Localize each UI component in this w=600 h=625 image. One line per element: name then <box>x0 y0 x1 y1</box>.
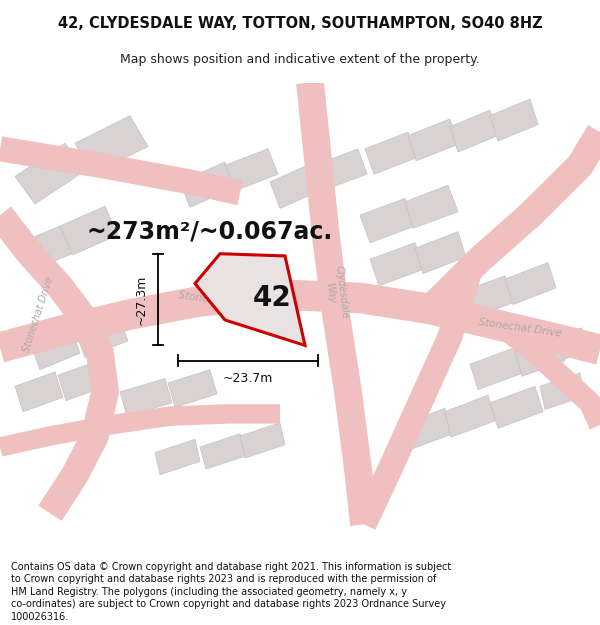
Text: Clydesdale
Way: Clydesdale Way <box>322 264 350 321</box>
Text: HM Land Registry. The polygons (including the associated geometry, namely x, y: HM Land Registry. The polygons (includin… <box>11 586 407 596</box>
Polygon shape <box>400 408 453 451</box>
Polygon shape <box>168 370 217 408</box>
Polygon shape <box>75 116 148 173</box>
Polygon shape <box>365 132 417 174</box>
Polygon shape <box>490 99 538 141</box>
Polygon shape <box>120 379 172 416</box>
Text: ~23.7m: ~23.7m <box>223 372 273 385</box>
Polygon shape <box>405 185 458 228</box>
Polygon shape <box>270 162 325 208</box>
Polygon shape <box>490 386 543 428</box>
Polygon shape <box>240 422 285 458</box>
Polygon shape <box>180 162 235 208</box>
Polygon shape <box>155 439 200 474</box>
Polygon shape <box>445 395 496 437</box>
Polygon shape <box>460 276 514 319</box>
Polygon shape <box>58 361 106 401</box>
Polygon shape <box>315 149 367 191</box>
Text: ~27.3m: ~27.3m <box>135 274 148 325</box>
Polygon shape <box>225 149 278 191</box>
Polygon shape <box>360 199 415 242</box>
Polygon shape <box>20 226 72 270</box>
Text: Stonechat Drive: Stonechat Drive <box>478 317 562 339</box>
Text: Stonechat Drive: Stonechat Drive <box>178 291 262 312</box>
Polygon shape <box>370 242 424 286</box>
Polygon shape <box>540 373 585 409</box>
Text: Map shows position and indicative extent of the property.: Map shows position and indicative extent… <box>120 53 480 66</box>
Text: Contains OS data © Crown copyright and database right 2021. This information is : Contains OS data © Crown copyright and d… <box>11 561 451 571</box>
Polygon shape <box>200 434 246 469</box>
Text: ~273m²/~0.067ac.: ~273m²/~0.067ac. <box>87 219 333 244</box>
Polygon shape <box>505 262 556 304</box>
Polygon shape <box>450 110 498 152</box>
Polygon shape <box>15 372 63 412</box>
Text: 42, CLYDESDALE WAY, TOTTON, SOUTHAMPTON, SO40 8HZ: 42, CLYDESDALE WAY, TOTTON, SOUTHAMPTON,… <box>58 16 542 31</box>
Polygon shape <box>408 119 458 161</box>
Text: to Crown copyright and database rights 2023 and is reproduced with the permissio: to Crown copyright and database rights 2… <box>11 574 436 584</box>
Polygon shape <box>515 336 565 376</box>
Polygon shape <box>30 326 80 370</box>
Polygon shape <box>415 232 466 274</box>
Text: co-ordinates) are subject to Crown copyright and database rights 2023 Ordnance S: co-ordinates) are subject to Crown copyr… <box>11 599 446 609</box>
Text: 42: 42 <box>253 284 292 312</box>
Polygon shape <box>15 143 85 204</box>
Polygon shape <box>195 254 305 346</box>
Polygon shape <box>540 328 588 365</box>
Polygon shape <box>75 314 128 358</box>
Polygon shape <box>470 348 523 389</box>
Text: Stonechat Drive: Stonechat Drive <box>21 276 55 354</box>
Polygon shape <box>60 206 118 255</box>
Text: 100026316.: 100026316. <box>11 611 69 621</box>
